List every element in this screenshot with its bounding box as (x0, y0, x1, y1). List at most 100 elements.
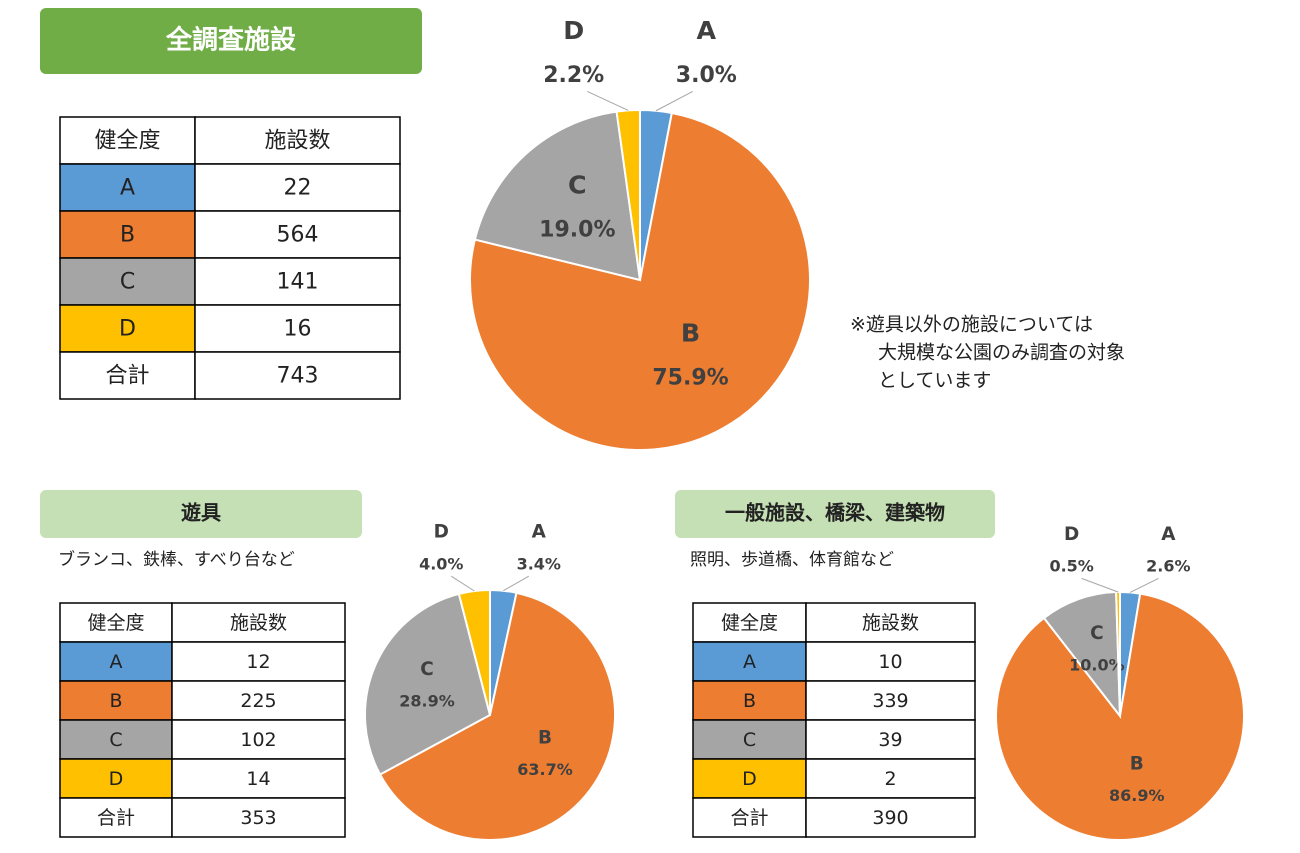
slice-category: C (568, 170, 587, 199)
slice-category: C (1090, 623, 1104, 644)
slice-percent: 3.0% (676, 63, 737, 88)
section-header (40, 8, 422, 74)
section-title: 全調査施設 (165, 25, 297, 56)
slice-percent: 86.9% (1109, 786, 1165, 805)
table-text: 施設数 (230, 612, 287, 634)
section-title: 遊具 (181, 501, 221, 525)
table-cell (171, 602, 346, 643)
table-text: 合計 (105, 364, 149, 389)
table-cell (194, 351, 401, 400)
table-text: C (109, 729, 122, 751)
table-text: 施設数 (264, 129, 330, 154)
note-line: としています (878, 370, 991, 392)
table-text: 339 (872, 690, 908, 712)
section-title: 一般施設、橋梁、建築物 (725, 501, 945, 525)
table-text: 健全度 (94, 129, 160, 154)
table-cell (194, 163, 401, 212)
table-cell (692, 602, 807, 643)
table-text: 102 (240, 729, 276, 751)
table-cell (692, 641, 807, 682)
slice-percent: 2.2% (543, 63, 604, 88)
table-text: 合計 (97, 807, 135, 829)
pie-slice (364, 592, 492, 776)
table-text: 2 (884, 768, 896, 790)
table-cell (194, 257, 401, 306)
leader-line (503, 575, 529, 592)
table-text: 16 (284, 317, 312, 342)
table-text: 健全度 (721, 612, 778, 634)
pie-slice (378, 591, 616, 841)
table-cell (805, 758, 976, 799)
leader-line (450, 575, 475, 592)
slice-percent: 0.5% (1049, 557, 1093, 576)
slice-category: D (563, 16, 584, 45)
table-text: A (110, 651, 123, 673)
pie-slice (469, 111, 811, 451)
table-cell (194, 210, 401, 259)
table-text: C (120, 270, 135, 295)
table-cell (171, 797, 346, 838)
table-cell (805, 641, 976, 682)
table-text: 564 (277, 223, 319, 248)
table-text: 健全度 (87, 612, 144, 634)
section-subtitle: 照明、歩道橋、体育館など (690, 550, 894, 570)
table-text: B (743, 690, 756, 712)
table-text: 12 (246, 651, 270, 673)
table-cell (59, 210, 196, 259)
pie-slice (457, 588, 491, 716)
table-text: 743 (277, 364, 319, 389)
table-text: B (120, 223, 135, 248)
table-text: 390 (872, 807, 908, 829)
leader-line (1129, 577, 1159, 593)
table-cell (171, 719, 346, 760)
pie-slice (473, 110, 642, 282)
table-text: 353 (240, 807, 276, 829)
slice-percent: 10.0% (1069, 656, 1125, 675)
table-text: D (109, 768, 124, 790)
slice-category: B (681, 318, 700, 347)
table-text: B (109, 690, 122, 712)
slice-percent: 63.7% (517, 760, 573, 779)
slice-category: D (1064, 524, 1079, 545)
slice-category: A (532, 522, 547, 543)
table-text: 225 (240, 690, 276, 712)
table-text: D (119, 317, 136, 342)
slice-percent: 4.0% (419, 555, 463, 574)
table-cell (171, 680, 346, 721)
section-header (675, 490, 995, 538)
table-text: 39 (878, 729, 902, 751)
table-text: 施設数 (862, 612, 919, 634)
slice-category: B (538, 728, 552, 749)
table-cell (59, 257, 196, 306)
section-subtitle: ブランコ、鉄棒、すべり台など (58, 549, 295, 570)
table-text: A (743, 651, 756, 673)
section-header (40, 490, 362, 538)
table-text: 合計 (730, 807, 768, 829)
table-text: A (120, 176, 135, 201)
table-cell (59, 719, 173, 760)
note-line: 大規模な公園のみ調査の対象 (878, 342, 1125, 364)
table-cell (59, 351, 196, 400)
table-cell (692, 680, 807, 721)
leader-line (587, 90, 629, 111)
slice-percent: 19.0% (539, 217, 615, 242)
table-cell (171, 758, 346, 799)
slice-category: A (697, 16, 717, 45)
slice-category: A (1161, 524, 1176, 545)
table-cell (59, 304, 196, 353)
table-cell (805, 602, 976, 643)
table-cell (805, 797, 976, 838)
table-cell (59, 797, 173, 838)
slice-category: B (1130, 754, 1144, 775)
table-text: 22 (284, 176, 312, 201)
table-text: 14 (246, 768, 270, 790)
table-text: 141 (277, 270, 319, 295)
slice-percent: 3.4% (517, 555, 561, 574)
table-cell (805, 680, 976, 721)
leader-line (1081, 577, 1119, 593)
table-text: 10 (878, 651, 902, 673)
slice-percent: 2.6% (1146, 557, 1190, 576)
note-line: ※遊具以外の施設については (850, 314, 1093, 336)
slice-category: D (434, 522, 449, 543)
